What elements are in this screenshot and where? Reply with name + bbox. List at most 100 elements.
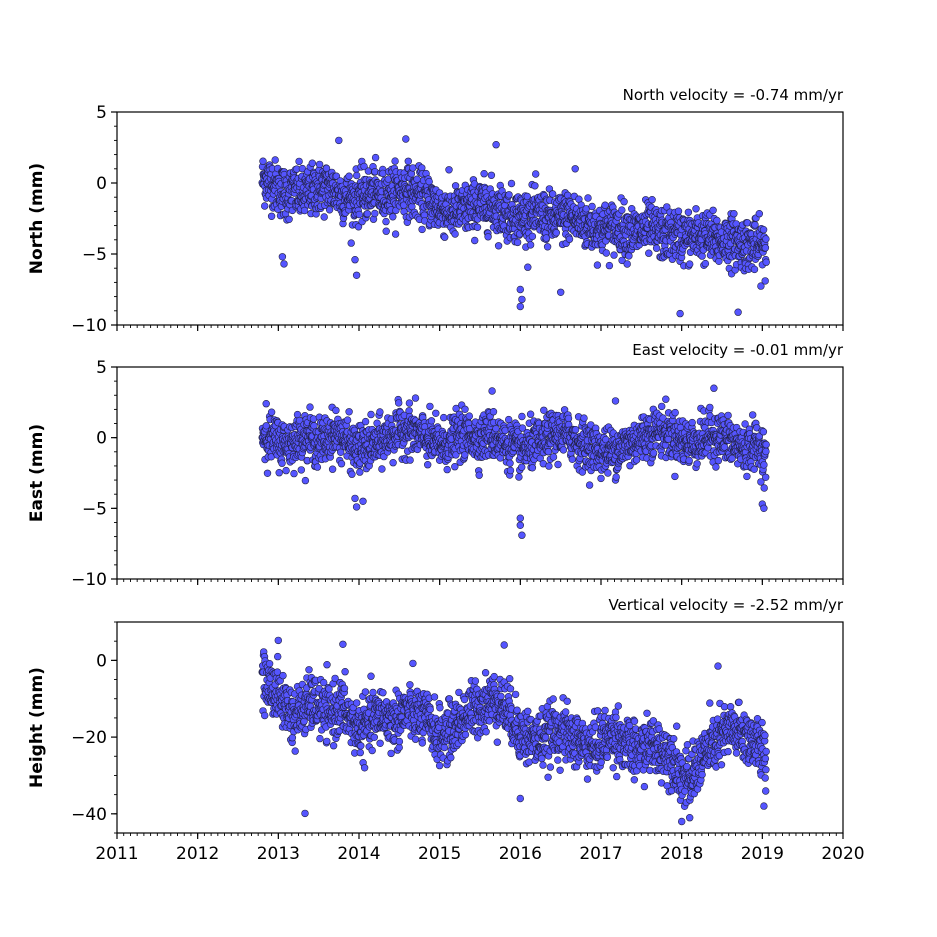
data-point: [382, 227, 390, 235]
data-point: [554, 460, 562, 469]
data-point: [693, 460, 701, 468]
data-point: [343, 416, 352, 424]
data-point: [323, 660, 331, 669]
data-point: [524, 263, 532, 271]
data-point: [452, 404, 460, 413]
data-point: [361, 417, 370, 426]
outlier-point: [351, 494, 359, 503]
data-point: [505, 415, 513, 424]
data-point: [409, 659, 417, 668]
data-point: [395, 737, 404, 746]
data-point: [480, 170, 488, 178]
data-point: [751, 221, 759, 229]
data-point: [332, 406, 340, 415]
north-velocity-title: North velocity = -0.74 mm/yr: [623, 86, 844, 104]
data-point: [671, 408, 679, 417]
data-point: [724, 411, 732, 420]
data-point: [451, 463, 459, 471]
data-point: [320, 678, 328, 687]
data-point: [597, 474, 605, 483]
outlier-point: [571, 165, 579, 173]
data-point: [405, 399, 414, 407]
data-point: [523, 192, 531, 201]
data-point: [604, 469, 612, 477]
data-point: [578, 468, 587, 476]
data-point: [279, 671, 287, 680]
data-point: [426, 705, 434, 714]
outlier-point: [518, 531, 526, 539]
data-point: [356, 468, 364, 476]
data-point: [465, 412, 473, 420]
data-point: [288, 733, 297, 742]
data-point: [750, 265, 759, 274]
data-point: [389, 459, 397, 467]
data-point: [568, 455, 576, 463]
data-point: [320, 213, 328, 221]
data-point: [487, 171, 496, 180]
data-point: [369, 688, 377, 697]
data-point: [440, 413, 448, 422]
data-point: [571, 426, 580, 434]
data-point: [300, 206, 309, 215]
outlier-point: [402, 135, 410, 143]
outlier-point: [492, 141, 500, 149]
data-point: [492, 425, 500, 433]
data-point: [345, 408, 353, 416]
data-point: [301, 476, 310, 485]
data-point: [443, 465, 451, 474]
data-point: [275, 469, 283, 477]
data-point: [626, 462, 634, 470]
outlier-point: [516, 521, 524, 529]
data-point: [308, 159, 316, 167]
data-point: [605, 261, 614, 270]
data-point: [593, 261, 602, 269]
data-point: [274, 652, 282, 661]
data-point: [355, 210, 363, 219]
data-point: [360, 764, 369, 772]
data-point: [451, 230, 459, 238]
outlier-point: [760, 504, 768, 512]
data-point: [762, 258, 770, 266]
data-point: [698, 252, 706, 260]
data-point: [484, 233, 492, 241]
data-point: [368, 746, 376, 755]
data-point: [755, 210, 763, 218]
data-point: [528, 232, 537, 241]
data-point: [382, 217, 390, 226]
data-point: [663, 203, 671, 211]
outlier-point: [516, 514, 524, 522]
data-point: [376, 739, 384, 747]
data-point: [461, 405, 469, 413]
data-point: [259, 157, 267, 165]
data-point: [452, 451, 460, 459]
data-point: [323, 737, 331, 746]
data-point: [688, 418, 696, 427]
data-point: [430, 693, 439, 701]
data-point: [761, 473, 770, 481]
outlier-point: [352, 271, 361, 279]
data-point: [674, 207, 683, 215]
height-points: [258, 636, 770, 826]
data-point: [473, 223, 482, 232]
data-point: [261, 202, 269, 210]
outlier-point: [676, 309, 684, 318]
data-point: [762, 235, 770, 243]
data-point: [363, 210, 372, 218]
data-point: [714, 456, 723, 465]
data-point: [325, 206, 334, 214]
outlier-point: [352, 503, 361, 511]
data-point: [494, 242, 503, 250]
data-point: [623, 260, 631, 268]
data-point: [278, 459, 286, 467]
data-point: [418, 225, 426, 234]
data-point: [315, 160, 324, 169]
data-point: [528, 464, 537, 472]
data-point: [657, 402, 666, 411]
data-point: [564, 414, 573, 423]
data-point: [759, 226, 768, 234]
data-point: [348, 470, 356, 478]
data-point: [337, 460, 346, 468]
outlier-point: [359, 497, 367, 505]
